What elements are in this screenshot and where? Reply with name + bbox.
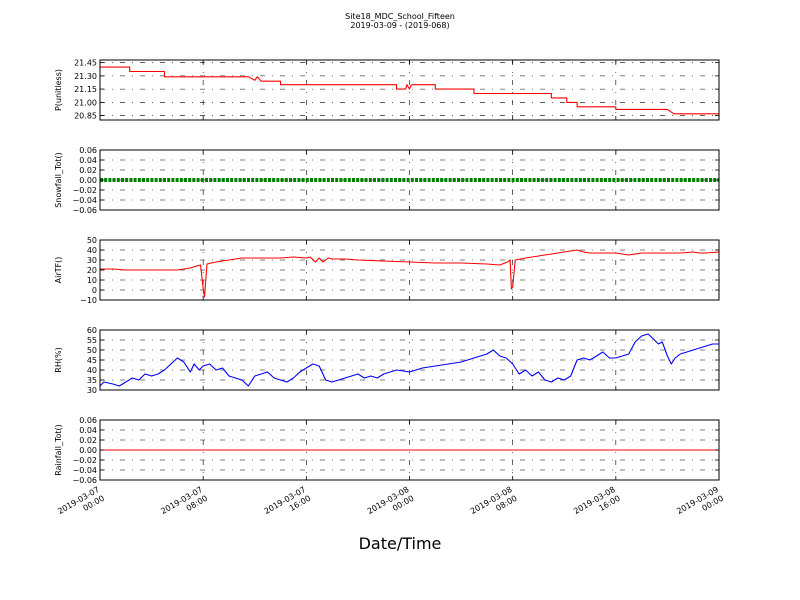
y-axis-label: AirTF() <box>54 257 63 284</box>
x-tick-label: 2019-03-0816:00 <box>572 485 622 525</box>
y-tick-label: 21.15 <box>74 85 97 94</box>
y-tick-label: 0 <box>92 286 97 295</box>
x-tick-label: 2019-03-0900:00 <box>675 485 725 525</box>
y-tick-label: 30 <box>87 256 97 265</box>
y-tick-label: −10 <box>80 296 97 305</box>
y-tick-label: 45 <box>87 356 97 365</box>
y-tick-label: −0.02 <box>72 456 97 465</box>
y-tick-label: 0.00 <box>79 176 97 185</box>
x-tick-label: 2019-03-0716:00 <box>263 485 313 525</box>
y-tick-label: 55 <box>87 336 97 345</box>
y-tick-label: 50 <box>87 346 97 355</box>
y-tick-label: 21.45 <box>74 59 97 68</box>
y-tick-label: 10 <box>87 276 97 285</box>
y-axis-label: RH(%) <box>54 347 63 372</box>
series-line <box>100 66 719 115</box>
y-tick-label: 0.02 <box>79 436 97 445</box>
y-tick-label: 0.00 <box>79 446 97 455</box>
y-tick-label: 0.04 <box>79 156 97 165</box>
x-tick-label: 2019-03-0708:00 <box>159 485 209 525</box>
chart-subtitle: 2019-03-09 - (2019-068) <box>350 21 450 30</box>
x-tick-label: 2019-03-0700:00 <box>56 485 106 525</box>
y-tick-label: 20 <box>87 266 97 275</box>
series-line <box>100 249 720 298</box>
y-tick-label: 0.06 <box>79 416 97 425</box>
series-line <box>99 333 719 387</box>
panel-frame <box>99 59 720 121</box>
y-tick-label: 21.30 <box>74 72 97 81</box>
y-axis-label: Snowfall_Tot() <box>54 152 63 208</box>
y-tick-label: 0.02 <box>79 166 97 175</box>
y-tick-label: 30 <box>87 386 97 395</box>
y-tick-label: −0.04 <box>72 196 97 205</box>
chart-title: Site18_MDC_School_Fifteen <box>345 12 455 21</box>
y-axis-label: Rainfall_Tot() <box>54 424 63 476</box>
y-axis-label: P(unitless) <box>54 69 63 111</box>
y-tick-label: 20.85 <box>74 112 97 121</box>
y-tick-label: 21.00 <box>74 98 97 107</box>
y-tick-label: 40 <box>87 246 97 255</box>
y-tick-label: −0.04 <box>72 466 97 475</box>
y-tick-label: 35 <box>87 376 97 385</box>
x-axis-label: Date/Time <box>358 534 442 553</box>
y-tick-label: 60 <box>87 326 97 335</box>
y-tick-label: 0.04 <box>79 426 97 435</box>
y-tick-label: 40 <box>87 366 97 375</box>
x-tick-label: 2019-03-0800:00 <box>366 485 416 525</box>
y-tick-label: −0.02 <box>72 186 97 195</box>
y-tick-label: −0.06 <box>72 476 97 485</box>
y-tick-label: 0.06 <box>79 146 97 155</box>
x-tick-label: 2019-03-0808:00 <box>469 485 519 525</box>
y-tick-label: −0.06 <box>72 206 97 215</box>
y-tick-label: 50 <box>87 236 97 245</box>
